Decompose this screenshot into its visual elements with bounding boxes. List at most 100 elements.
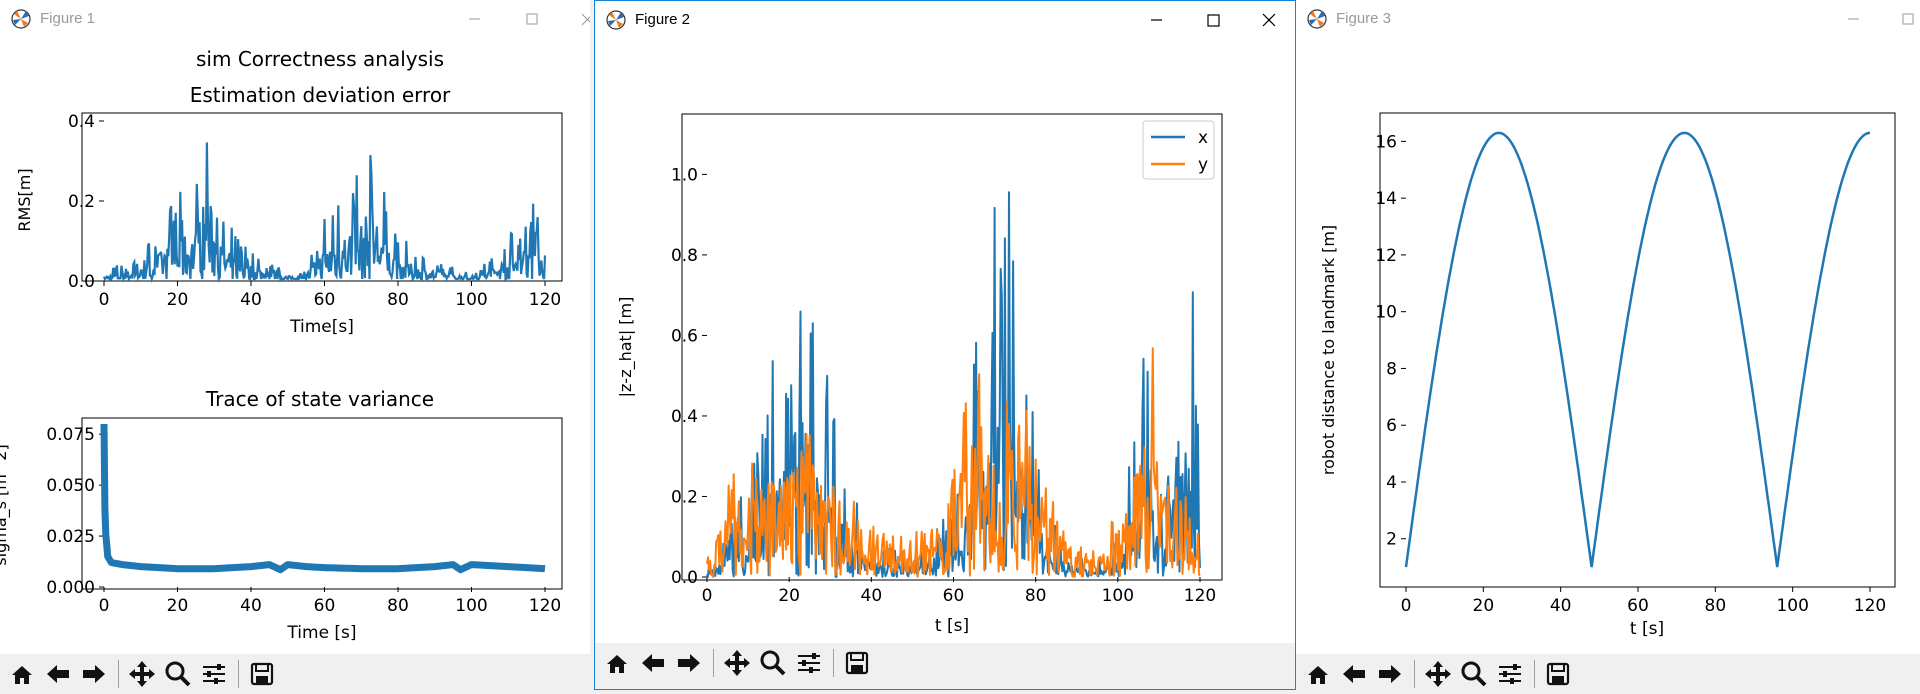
zoom-button[interactable] <box>757 647 789 679</box>
figure-canvas[interactable]: 0 20 40 60 80 100 120 0.0 0.2 0.4 0.6 0.8 1.0 t [s]… <box>595 39 1295 643</box>
y-ticks: 0.0 0.2 0.4 0.6 0.8 1.0 <box>671 165 707 588</box>
maximize-icon[interactable] <box>510 6 554 32</box>
subplots-icon <box>203 664 225 684</box>
window-titlebar[interactable]: Figure 2 <box>595 1 1295 39</box>
x-tick-label: 20 <box>167 290 189 310</box>
variance-series-line <box>100 423 548 574</box>
pan-button[interactable] <box>1422 658 1454 690</box>
forward-button[interactable] <box>673 647 705 679</box>
close-icon[interactable] <box>566 6 590 32</box>
y-tick-label: 2 <box>1386 530 1397 550</box>
distance-series-line <box>1404 131 1871 568</box>
x-ticks: 0 20 40 60 80 100 120 <box>1401 587 1886 616</box>
y-axis-label: |z-z_hat| [m] <box>616 297 636 398</box>
axes-frame <box>681 113 1223 581</box>
bottom-axes-title: Trace of state variance <box>205 387 434 411</box>
x-tick-label: 40 <box>240 290 262 310</box>
back-button[interactable] <box>637 647 669 679</box>
x-tick-label: 40 <box>861 586 883 606</box>
navigation-toolbar <box>0 654 590 694</box>
y-tick-label: 0.025 <box>46 527 95 547</box>
zoom-button[interactable] <box>1458 658 1490 690</box>
zoom-icon <box>760 650 786 676</box>
zoom-button[interactable] <box>162 658 194 690</box>
x-axis-label: t [s] <box>1630 619 1664 639</box>
configure-subplots-button[interactable] <box>1494 658 1526 690</box>
x-tick-label: 0 <box>99 596 110 616</box>
minimize-icon[interactable] <box>1135 7 1179 33</box>
matplotlib-app-icon <box>11 9 31 29</box>
y-ticks: 2 4 6 8 10 12 14 16 <box>1375 132 1406 550</box>
x-tick-label: 80 <box>387 290 409 310</box>
configure-subplots-button[interactable] <box>793 647 825 679</box>
back-arrow-icon <box>47 665 69 683</box>
window-titlebar[interactable]: Figure 3 <box>1296 0 1920 38</box>
home-button[interactable] <box>6 658 38 690</box>
figure-3-window[interactable]: Figure 3 0 20 40 60 80 100 120 2 4 6 8 10 12 14 16 t … <box>1296 0 1920 694</box>
maximize-icon[interactable] <box>1886 6 1920 32</box>
x-tick-label: 120 <box>1854 596 1886 616</box>
home-button[interactable] <box>601 647 633 679</box>
y-tick-label: 0.8 <box>671 246 698 266</box>
save-button[interactable] <box>1542 658 1574 690</box>
window-title: Figure 1 <box>40 10 96 27</box>
toolbar-separator <box>833 649 834 677</box>
forward-button[interactable] <box>78 658 110 690</box>
y-tick-label: 12 <box>1375 246 1397 266</box>
pan-button[interactable] <box>126 658 158 690</box>
figure-3-plot: 0 20 40 60 80 100 120 2 4 6 8 10 12 14 16 t [s] robot… <box>1319 112 1896 639</box>
window-titlebar[interactable]: Figure 1 <box>0 0 590 38</box>
back-button[interactable] <box>1338 658 1370 690</box>
y-axis-label: robot distance to landmark [m] <box>1319 225 1338 475</box>
home-icon <box>1308 666 1328 684</box>
x-tick-label: 100 <box>455 290 487 310</box>
x-tick-label: 0 <box>1401 596 1412 616</box>
back-button[interactable] <box>42 658 74 690</box>
y-tick-label: 0.0 <box>68 272 95 292</box>
y-tick-label: 0.6 <box>671 326 698 346</box>
maximize-icon[interactable] <box>1191 7 1235 33</box>
top-axes-title: Estimation deviation error <box>190 83 451 107</box>
figure-2-window[interactable]: Figure 2 0 20 40 60 80 100 120 0.0 0.2 0.4 0.6 0.8… <box>594 0 1296 690</box>
minimize-icon[interactable] <box>453 6 497 32</box>
toolbar-separator <box>238 660 239 688</box>
bottom-axes-frame <box>81 417 563 590</box>
x-tick-label: 0 <box>702 586 713 606</box>
x-tick-label: 0 <box>99 290 110 310</box>
x-tick-label: 20 <box>1473 596 1495 616</box>
x-tick-label: 40 <box>1550 596 1572 616</box>
zoom-icon <box>1461 661 1487 687</box>
forward-arrow-icon <box>678 654 700 672</box>
axes-frame <box>1379 112 1896 588</box>
pan-icon <box>129 661 155 687</box>
home-button[interactable] <box>1302 658 1334 690</box>
matplotlib-app-icon <box>1307 9 1327 29</box>
configure-subplots-button[interactable] <box>198 658 230 690</box>
figure-canvas[interactable]: 0 20 40 60 80 100 120 2 4 6 8 10 12 14 16 t [s] robot… <box>1296 38 1920 654</box>
series-y-line <box>706 347 1201 578</box>
close-icon[interactable] <box>1247 7 1291 33</box>
save-icon <box>1546 662 1570 686</box>
home-icon <box>12 666 32 684</box>
back-arrow-icon <box>642 654 664 672</box>
save-icon <box>845 651 869 675</box>
minimize-icon[interactable] <box>1832 6 1876 32</box>
y-tick-label: 8 <box>1386 359 1397 379</box>
toolbar-separator <box>118 660 119 688</box>
subplots-icon <box>1499 664 1521 684</box>
y-tick-label: 10 <box>1375 303 1397 323</box>
legend-label-y: y <box>1198 155 1208 175</box>
legend-label-x: x <box>1198 128 1208 148</box>
y-tick-label: 0.4 <box>68 112 95 132</box>
x-tick-label: 80 <box>387 596 409 616</box>
pan-button[interactable] <box>721 647 753 679</box>
subplots-icon <box>798 653 820 673</box>
forward-button[interactable] <box>1374 658 1406 690</box>
figure-1-window[interactable]: Figure 1 sim Correctness analysis Estima… <box>0 0 590 694</box>
figure-suptitle: sim Correctness analysis <box>196 47 444 71</box>
matplotlib-app-icon <box>606 10 626 30</box>
save-button[interactable] <box>246 658 278 690</box>
save-button[interactable] <box>841 647 873 679</box>
x-tick-label: 120 <box>1184 586 1216 606</box>
figure-canvas[interactable]: sim Correctness analysis Estimation devi… <box>0 38 590 654</box>
